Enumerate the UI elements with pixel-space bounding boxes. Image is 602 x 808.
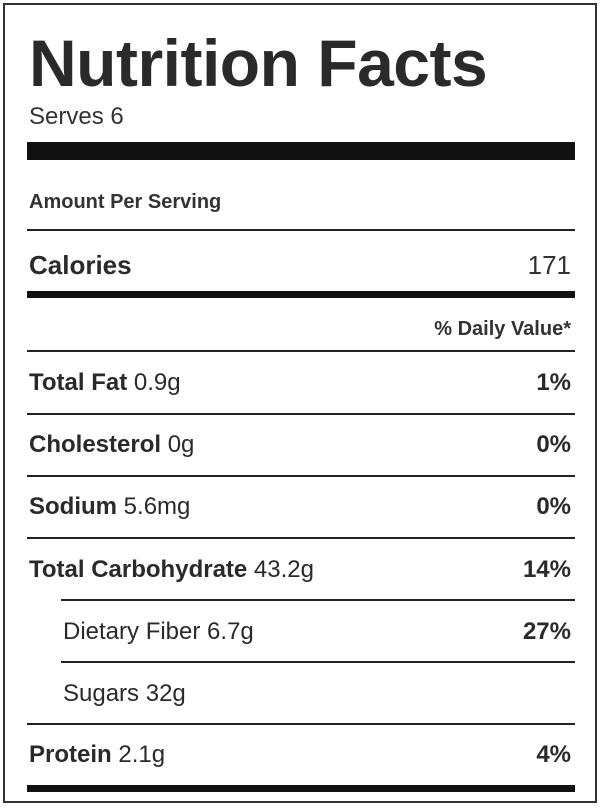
nutrient-daily-value: 0% — [536, 493, 571, 520]
nutrient-row-total-carbohydrate: Total Carbohydrate 43.2g — [29, 555, 314, 585]
nutrient-row-sugars: Sugars 32g — [63, 679, 186, 709]
nutrient-row-protein: Protein 2.1g — [29, 740, 165, 770]
nutrient-row-dietary-fiber: Dietary Fiber 6.7g — [63, 617, 254, 647]
nutrient-name: Dietary Fiber — [63, 618, 201, 645]
nutrient-name: Sodium — [29, 493, 117, 520]
calories-value: 171 — [527, 250, 571, 280]
serves-text: Serves 6 — [29, 103, 124, 130]
divider — [27, 475, 575, 477]
thick-divider-top — [27, 142, 575, 160]
nutrient-daily-value: 4% — [536, 741, 571, 768]
nutrient-name: Cholesterol — [29, 431, 162, 458]
nutrient-name: Protein — [29, 741, 112, 768]
divider — [27, 229, 575, 231]
nutrient-amount: 32g — [145, 680, 186, 707]
nutrient-name: Total Fat — [29, 369, 128, 396]
nutrient-amount: 0.9g — [133, 369, 181, 396]
nutrient-amount: 5.6mg — [123, 493, 191, 520]
nutrient-amount: 2.1g — [118, 741, 166, 768]
nutrient-row-sodium: Sodium 5.6mg — [29, 492, 190, 522]
divider — [27, 413, 575, 415]
divider — [27, 350, 575, 352]
nutrient-daily-value: 14% — [522, 556, 571, 583]
nutrient-daily-value: 27% — [522, 618, 571, 645]
nutrient-amount: 0g — [167, 431, 195, 458]
divider — [27, 723, 575, 725]
divider — [61, 599, 575, 601]
nutrient-name: Sugars — [63, 680, 140, 707]
thick-divider-middle — [27, 291, 575, 298]
nutrient-daily-value: 0% — [536, 431, 571, 458]
amount-per-serving-label: Amount Per Serving — [29, 191, 222, 213]
nutrient-row-cholesterol: Cholesterol 0g — [29, 430, 194, 460]
nutrient-amount: 6.7g — [207, 618, 254, 645]
thick-divider-bottom — [27, 785, 575, 792]
nutrient-name: Total Carbohydrate — [29, 556, 248, 583]
divider — [27, 537, 575, 539]
divider — [61, 661, 575, 663]
nutrient-daily-value: 1% — [536, 369, 571, 396]
nutrient-row-total-fat: Total Fat 0.9g — [29, 368, 181, 398]
daily-value-header: % Daily Value* — [434, 318, 571, 340]
calories-label: Calories — [29, 250, 132, 280]
nutrition-facts-panel: Nutrition Facts Serves 6 Amount Per Serv… — [3, 3, 597, 803]
nutrient-amount: 43.2g — [253, 556, 314, 583]
nutrition-facts-title: Nutrition Facts — [29, 26, 488, 100]
